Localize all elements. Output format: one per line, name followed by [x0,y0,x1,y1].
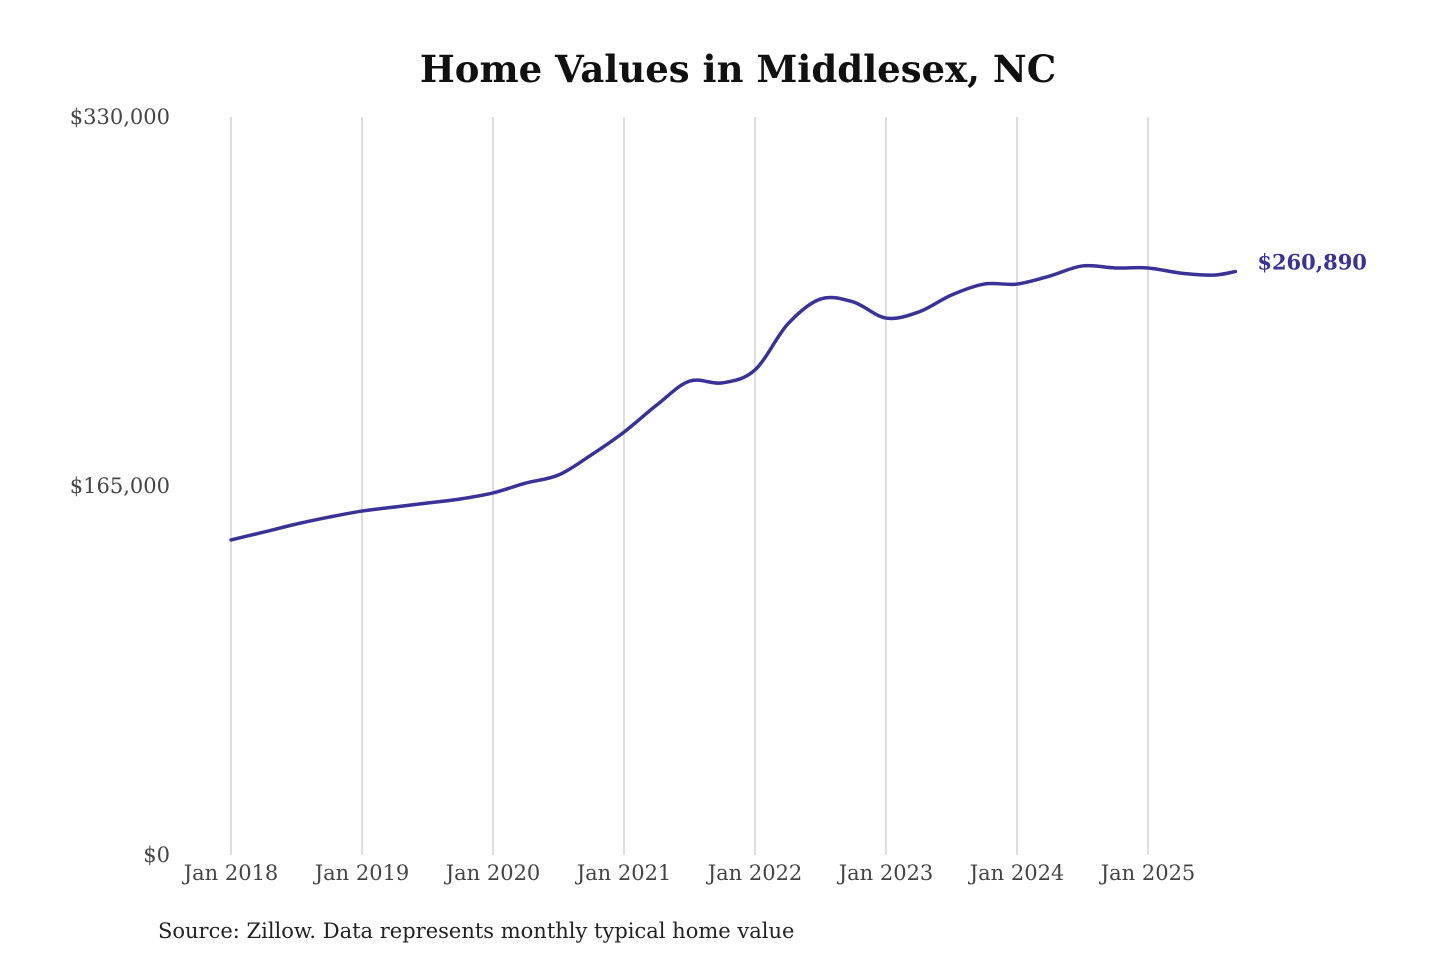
grid-lines [230,117,1149,855]
y-tick-label: $0 [143,843,170,867]
end-value-label: $260,890 [1257,250,1367,275]
y-tick-label: $330,000 [70,105,170,129]
x-tick-label: Jan 2023 [837,861,934,885]
x-axis: Jan 2018 Jan 2019 Jan 2020 Jan 2021 Jan 2022… [182,861,1196,885]
y-axis: $0 $165,000 $330,000 [70,105,170,867]
x-tick-label: Jan 2019 [313,861,410,885]
x-tick-label: Jan 2022 [706,861,803,885]
x-tick-label: Jan 2025 [1099,861,1196,885]
x-tick-label: Jan 2021 [575,861,672,885]
y-tick-label: $165,000 [70,474,170,498]
chart-title: Home Values in Middlesex, NC [420,47,1056,91]
x-tick-label: Jan 2020 [444,861,541,885]
series-line [229,263,1238,542]
source-note: Source: Zillow. Data represents monthly … [158,919,794,943]
x-tick-label: Jan 2024 [968,861,1065,885]
x-tick-label: Jan 2018 [182,861,279,885]
